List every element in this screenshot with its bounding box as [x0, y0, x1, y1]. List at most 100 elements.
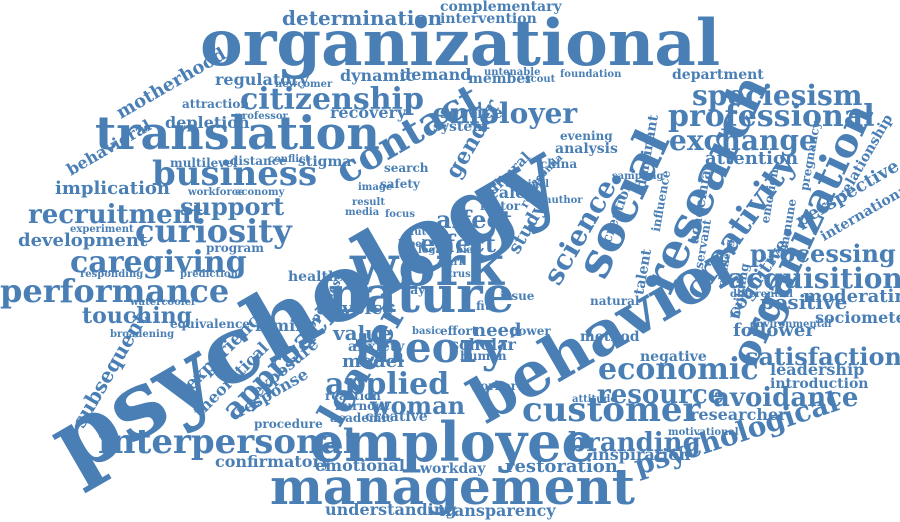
- word-voice: voice: [342, 298, 394, 319]
- word-theory: theory: [355, 323, 507, 372]
- word-value: value: [333, 321, 393, 345]
- word-introduction: introduction: [770, 376, 869, 392]
- word-affect: affect: [436, 205, 513, 234]
- word-recovery: recovery: [330, 103, 407, 122]
- word-need: need: [473, 320, 522, 341]
- word-distance: distance: [230, 154, 287, 168]
- word-development: development: [18, 230, 148, 251]
- word-scale: scale: [480, 183, 526, 202]
- word-attitude: attitude: [572, 394, 617, 405]
- word-regulatory: regulatory: [215, 70, 309, 89]
- word-curiosity: curiosity: [135, 212, 292, 250]
- word-avoidance: avoidance: [713, 383, 859, 413]
- word-analysis: analysis: [555, 141, 618, 157]
- word-foundation: foundation: [560, 69, 622, 80]
- word-dark: dark: [440, 257, 466, 268]
- word-creative: creative: [365, 409, 428, 425]
- word-organizational: organizational: [200, 6, 721, 81]
- word-recruitment: recruitment: [28, 200, 204, 230]
- word-motivational: motivational: [668, 427, 739, 438]
- word-confirmatory: confirmatory: [215, 452, 331, 471]
- word-economy: economy: [235, 187, 285, 198]
- word-acquisition: acquisition: [728, 262, 900, 295]
- word-customer: customer: [522, 390, 701, 430]
- word-academic: academic: [330, 411, 394, 425]
- word-support: support: [180, 192, 285, 221]
- word-system: system: [433, 119, 488, 135]
- word-newcomer: newcomer: [275, 79, 333, 90]
- word-resource: resource: [597, 380, 725, 410]
- word-citizenship: citizenship: [240, 82, 424, 117]
- word-stigma: stigma: [298, 154, 352, 170]
- word-exchange: exchange: [669, 124, 817, 157]
- word-china: china: [540, 157, 578, 171]
- word-nature: nature: [328, 265, 515, 324]
- word-touching: touching: [82, 303, 192, 329]
- word-applied: applied: [325, 367, 450, 402]
- word-multilevel: multilevel: [170, 156, 238, 170]
- word-focus: focus: [385, 209, 415, 220]
- word-method: method: [580, 329, 640, 345]
- word-image: image: [358, 182, 393, 193]
- word-scholar: scholar: [450, 335, 516, 354]
- word-power: power: [510, 324, 551, 338]
- word-author: author: [545, 195, 583, 206]
- word-caregiving: caregiving: [70, 245, 247, 280]
- word-reaction: reaction: [325, 389, 381, 403]
- word-workday: workday: [420, 461, 486, 477]
- word-pay: pay: [402, 283, 426, 297]
- word-sampling: sampling: [612, 171, 664, 182]
- word-translation: translation: [95, 106, 380, 160]
- word-fit: fit: [476, 299, 491, 313]
- word-processing: processing: [750, 239, 896, 268]
- word-sociometer: sociometer: [815, 308, 900, 327]
- word-label: label: [398, 239, 426, 250]
- word-scout: scout: [525, 74, 556, 85]
- word-follower: follower: [733, 320, 815, 341]
- word-evening: evening: [560, 129, 613, 143]
- word-professional: professional: [668, 99, 875, 134]
- word-determination: determination: [282, 6, 443, 30]
- word-employee: employee: [310, 410, 596, 474]
- word-management: management: [270, 457, 635, 516]
- word-restoration: restoration: [505, 456, 618, 477]
- word-family: family: [255, 316, 311, 335]
- word-dynamic: dynamic: [340, 66, 416, 85]
- word-inspiration: inspiration: [592, 445, 691, 464]
- word-leadership: leadership: [770, 360, 865, 379]
- word-prediction: prediction: [180, 269, 238, 280]
- word-satisfaction: satisfaction: [745, 342, 900, 371]
- word-attention: attention: [705, 148, 799, 169]
- word-trust: trust: [448, 269, 476, 280]
- word-differential: differential: [730, 289, 793, 300]
- word-burnout: burnout: [335, 399, 390, 413]
- word-experiment: experiment: [70, 224, 134, 235]
- word-demand: demand: [400, 65, 472, 84]
- word-media: media: [345, 207, 380, 218]
- word-transparency: transparency: [438, 501, 556, 520]
- word-conflict: conflict: [268, 154, 310, 165]
- word-equivalence: equivalence: [170, 317, 250, 331]
- word-result: result: [352, 197, 385, 208]
- word-attraction: attraction: [182, 97, 250, 111]
- word-service: service: [440, 103, 503, 122]
- word-health: health: [288, 269, 339, 285]
- word-logic: logic: [418, 245, 446, 256]
- word-anxiety: anxiety: [348, 339, 405, 355]
- word-emotional: emotional: [315, 456, 405, 475]
- word-woman: woman: [370, 391, 466, 420]
- word-interpersonal: interpersonal: [98, 422, 356, 462]
- word-safety: safety: [380, 177, 420, 191]
- word-worker: worker: [470, 379, 517, 393]
- word-procedure: procedure: [254, 417, 323, 431]
- word-performance: performance: [0, 272, 230, 310]
- word-effort: effort: [440, 324, 478, 338]
- word-intervention: intervention: [440, 11, 537, 27]
- word-economic: economic: [598, 352, 759, 387]
- word-model: model: [342, 351, 404, 372]
- word-broadening: broadening: [110, 329, 175, 340]
- word-member: member: [468, 71, 533, 87]
- word-negative: negative: [640, 349, 707, 365]
- word-speciesism: speciesism: [692, 79, 863, 112]
